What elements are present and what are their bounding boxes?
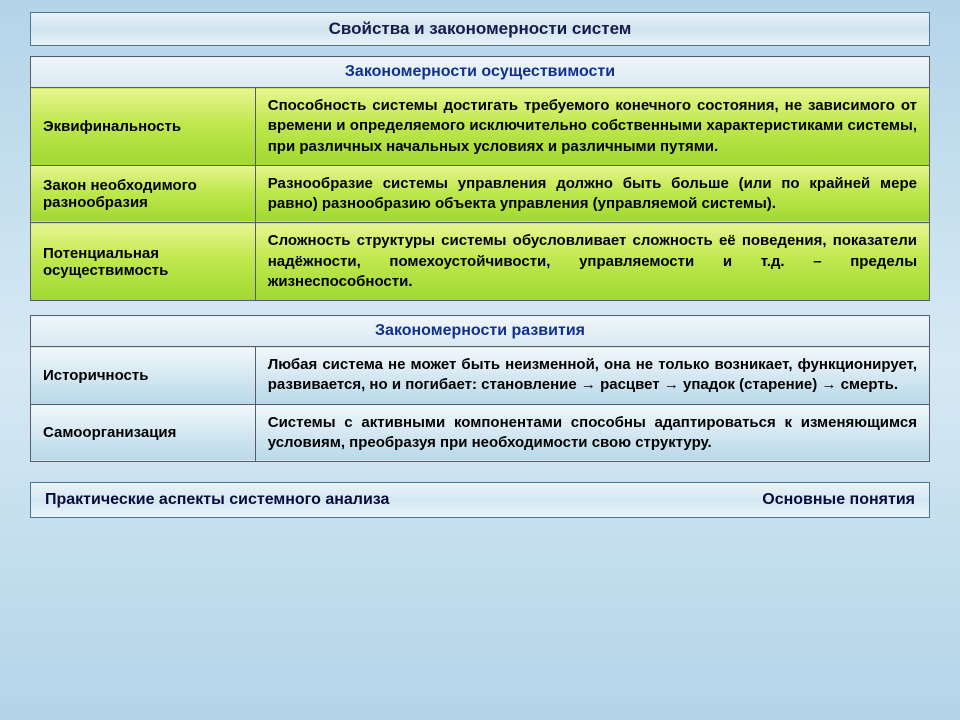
page-title: Свойства и закономерности систем bbox=[30, 12, 930, 46]
desc-cell: Любая система не может быть неизменной, … bbox=[255, 347, 929, 405]
table-row: Эквифинальность Способность системы дост… bbox=[31, 88, 930, 166]
term-cell: Потенциальная осуществимость bbox=[31, 223, 256, 301]
desc-cell: Системы с активными компонентами способн… bbox=[255, 404, 929, 462]
table-row: Самоорганизация Системы с активными комп… bbox=[31, 404, 930, 462]
footer-bar: Практические аспекты системного анализа … bbox=[30, 482, 930, 518]
section1-header: Закономерности осуществимости bbox=[31, 57, 930, 88]
table-row: Историчность Любая система не может быть… bbox=[31, 347, 930, 405]
development-table: Закономерности развития Историчность Люб… bbox=[30, 315, 930, 462]
term-cell: Закон необходимого разнообразия bbox=[31, 165, 256, 223]
table-row: Потенциальная осуществимость Сложность с… bbox=[31, 223, 930, 301]
term-cell: Самоорганизация bbox=[31, 404, 256, 462]
table-row: Закон необходимого разнообразия Разнообр… bbox=[31, 165, 930, 223]
desc-cell: Сложность структуры системы обусловливае… bbox=[255, 223, 929, 301]
term-cell: Историчность bbox=[31, 347, 256, 405]
footer-left: Практические аспекты системного анализа bbox=[45, 491, 389, 509]
footer-right: Основные понятия bbox=[762, 491, 915, 509]
section2-header: Закономерности развития bbox=[31, 316, 930, 347]
feasibility-table: Закономерности осуществимости Эквифиналь… bbox=[30, 56, 930, 301]
term-cell: Эквифинальность bbox=[31, 88, 256, 166]
desc-cell: Разнообразие системы управления должно б… bbox=[255, 165, 929, 223]
desc-cell: Способность системы достигать требуемого… bbox=[255, 88, 929, 166]
